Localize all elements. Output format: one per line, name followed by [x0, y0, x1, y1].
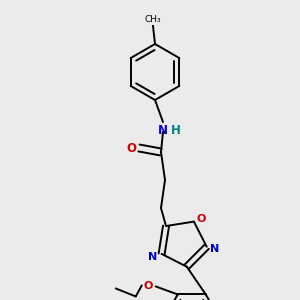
Text: N: N [158, 124, 168, 137]
Text: H: H [171, 124, 181, 137]
Text: N: N [148, 252, 157, 262]
Text: O: O [196, 214, 206, 224]
Text: O: O [143, 281, 152, 292]
Text: N: N [210, 244, 219, 254]
Text: O: O [126, 142, 136, 154]
Text: CH₃: CH₃ [145, 15, 161, 24]
